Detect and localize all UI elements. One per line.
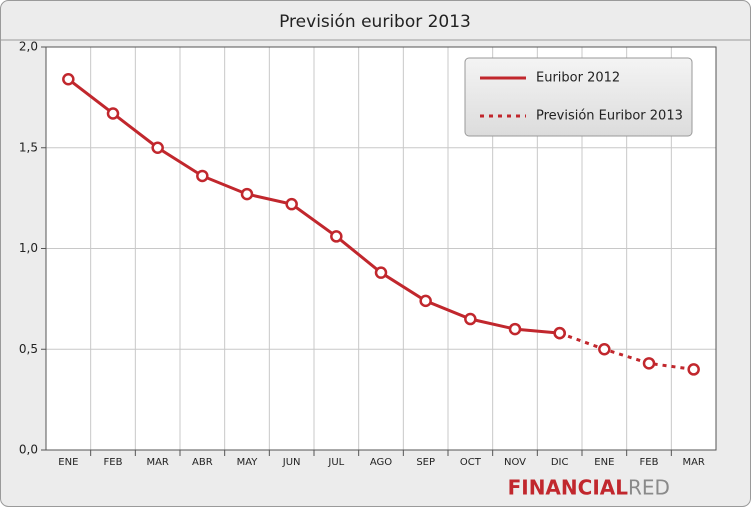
x-tick-label: OCT <box>460 457 482 468</box>
brand-first: FINANCIAL <box>508 476 629 500</box>
plot-border <box>45 46 717 451</box>
data-point <box>508 322 522 336</box>
legend-label: Previsión Euribor 2013 <box>536 109 683 124</box>
y-tick-label: 2,0 <box>19 40 38 54</box>
x-tick-label: JUN <box>282 457 301 468</box>
y-tick-label: 1,0 <box>19 241 38 255</box>
x-tick-label: SEP <box>416 457 435 468</box>
brand-second: RED <box>628 476 670 500</box>
data-point <box>598 343 611 356</box>
x-tick-label: MAR <box>146 457 168 468</box>
data-point <box>285 197 298 211</box>
data-point <box>62 72 75 86</box>
data-point <box>642 357 656 370</box>
x-tick-label: FEB <box>640 457 659 468</box>
y-tick-label: 1,5 <box>19 140 38 154</box>
y-tick-label: 0,0 <box>19 443 38 457</box>
x-tick-label: DIC <box>551 457 569 468</box>
x-tick-label: FEB <box>104 457 123 468</box>
data-point <box>374 266 388 279</box>
x-tick-label: ABR <box>192 457 213 468</box>
data-point <box>419 294 432 308</box>
legend-label: Euribor 2012 <box>536 71 620 86</box>
x-tick-label: ENE <box>594 457 614 468</box>
x-tick-label: MAR <box>682 457 704 468</box>
series-line <box>67 78 560 335</box>
data-point <box>151 141 164 154</box>
data-point <box>106 107 120 120</box>
x-tick-label: MAY <box>237 457 259 468</box>
data-point <box>240 187 254 201</box>
y-tick-label: 0,5 <box>19 342 38 356</box>
data-point <box>330 230 343 243</box>
x-tick-label: JUL <box>327 457 344 468</box>
data-point <box>687 363 700 376</box>
x-tick-label: NOV <box>504 457 526 468</box>
x-tick-label: ENE <box>58 457 78 468</box>
chart-title: Previsión euribor 2013 <box>279 12 471 32</box>
data-point <box>464 312 477 326</box>
x-tick-label: AGO <box>370 457 392 468</box>
data-point <box>196 169 209 183</box>
data-point <box>553 326 566 340</box>
